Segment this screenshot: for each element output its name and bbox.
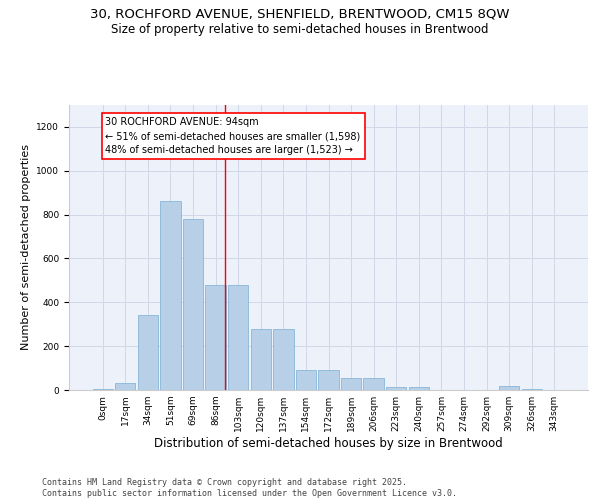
Text: Size of property relative to semi-detached houses in Brentwood: Size of property relative to semi-detach… [111,22,489,36]
Text: Contains HM Land Registry data © Crown copyright and database right 2025.
Contai: Contains HM Land Registry data © Crown c… [42,478,457,498]
Bar [115,384,136,390]
X-axis label: Distribution of semi-detached houses by size in Brentwood: Distribution of semi-detached houses by … [154,437,503,450]
Bar [273,328,293,390]
Text: 30, ROCHFORD AVENUE, SHENFIELD, BRENTWOOD, CM15 8QW: 30, ROCHFORD AVENUE, SHENFIELD, BRENTWOO… [90,8,510,20]
Bar [251,328,271,390]
Bar [499,386,519,390]
Bar [364,378,384,390]
Bar [296,370,316,390]
Y-axis label: Number of semi-detached properties: Number of semi-detached properties [21,144,31,350]
Bar [341,378,361,390]
Text: 30 ROCHFORD AVENUE: 94sqm
← 51% of semi-detached houses are smaller (1,598)
48% : 30 ROCHFORD AVENUE: 94sqm ← 51% of semi-… [106,117,361,155]
Bar [92,389,113,390]
Bar [409,386,429,390]
Bar [205,285,226,390]
Bar [521,389,542,390]
Bar [228,285,248,390]
Bar [183,219,203,390]
Bar [319,370,338,390]
Bar [386,386,406,390]
Bar [138,316,158,390]
Bar [160,202,181,390]
